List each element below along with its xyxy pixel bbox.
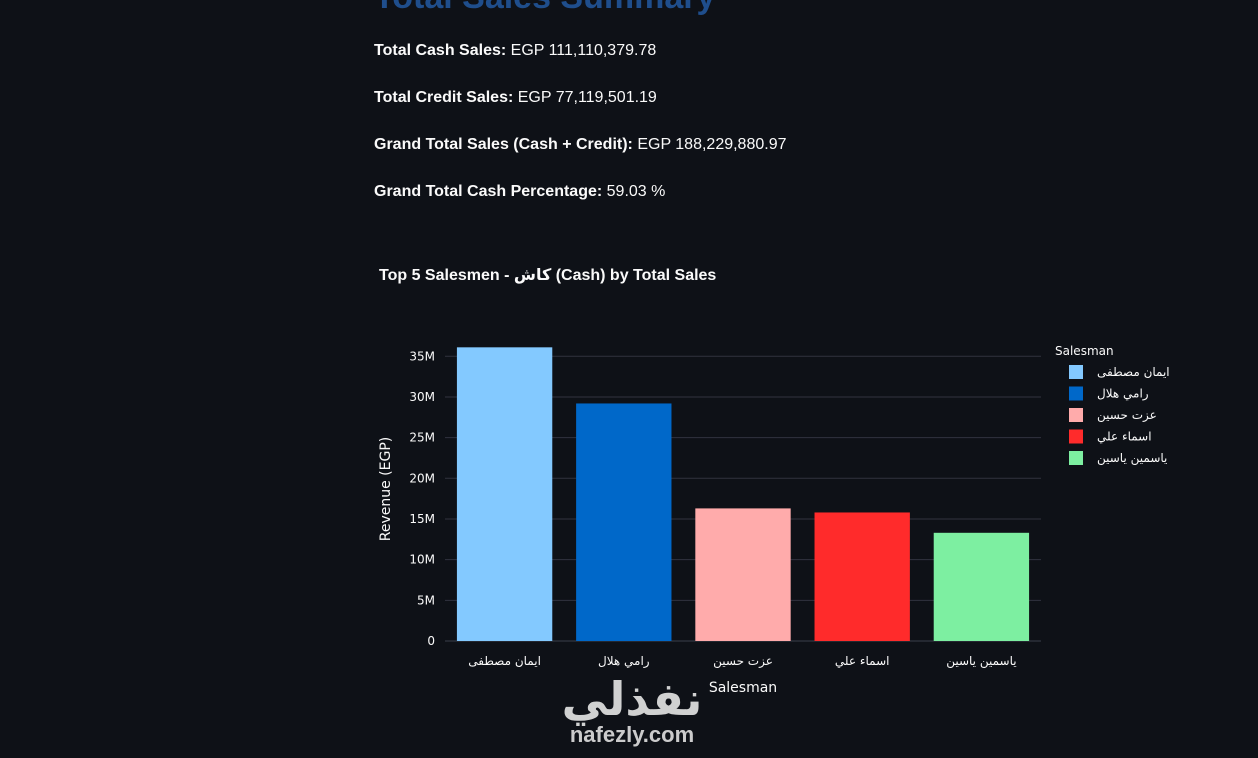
watermark-arabic: نفذلي <box>561 673 703 725</box>
chart-title: Top 5 Salesmen - كاش (Cash) by Total Sal… <box>379 267 717 284</box>
y-tick-label: 5M <box>417 593 435 607</box>
total-cash-sales-value: EGP 111,110,379.78 <box>510 42 657 59</box>
total-credit-sales-value: EGP 77,119,501.19 <box>517 89 657 106</box>
legend-swatch[interactable] <box>1069 408 1083 422</box>
y-tick-label: 0 <box>427 634 435 648</box>
x-axis-ticks: ايمان مصطفى رامي هلال عزت حسين اسماء علي ياس… <box>468 654 1016 669</box>
y-axis-title: Revenue (EGP) <box>378 437 394 541</box>
y-tick-label: 15M <box>409 512 435 526</box>
y-tick-label: 30M <box>409 390 435 404</box>
legend-swatch[interactable] <box>1069 386 1083 401</box>
bar[interactable] <box>814 512 910 641</box>
legend-entry-label[interactable]: اسماء علي <box>1097 430 1152 444</box>
x-tick-label: ايمان مصطفى <box>468 654 541 668</box>
legend-entry-label[interactable]: عزت حسين <box>1097 408 1157 423</box>
watermark-latin: nafezly.com <box>569 722 695 747</box>
bar[interactable] <box>933 532 1030 641</box>
total-credit-sales-line: Total Credit Sales: EGP 77,119,501.19 <box>374 89 657 107</box>
y-tick-label: 25M <box>409 431 435 445</box>
grand-total-sales-value: EGP 188,229,880.97 <box>637 136 787 153</box>
bar[interactable] <box>456 347 553 641</box>
x-tick-label: عزت حسين <box>713 654 773 669</box>
legend-swatch[interactable] <box>1069 429 1083 444</box>
legend-swatch[interactable] <box>1069 365 1083 379</box>
x-tick-label: اسماء علي <box>835 654 890 668</box>
cash-percentage-label: Grand Total Cash Percentage: <box>374 183 603 200</box>
total-credit-sales-label: Total Credit Sales: <box>374 89 514 106</box>
x-axis-title: Salesman <box>709 680 777 696</box>
grand-total-sales-label: Grand Total Sales (Cash + Credit): <box>374 136 633 153</box>
cash-percentage-value: 59.03 % <box>606 183 666 200</box>
y-tick-label: 35M <box>409 349 435 363</box>
section-heading: Total Sales Summary <box>374 0 715 17</box>
legend-swatch[interactable] <box>1069 451 1083 465</box>
cash-percentage-line: Grand Total Cash Percentage: 59.03 % <box>374 183 665 201</box>
legend-entry-label[interactable]: ايمان مصطفى <box>1097 365 1170 379</box>
x-tick-label: ياسمين ياسين <box>946 654 1016 669</box>
bar[interactable] <box>695 508 791 641</box>
y-axis-ticks: 0 5M 10M 15M 20M 25M 30M 35M <box>409 349 435 648</box>
legend-entry-label[interactable]: ياسمين ياسين <box>1097 451 1167 466</box>
x-tick-label: رامي هلال <box>598 654 650 669</box>
total-cash-sales-label: Total Cash Sales: <box>374 42 507 59</box>
legend-title: Salesman <box>1055 344 1114 358</box>
y-tick-label: 10M <box>409 553 435 567</box>
bar[interactable] <box>576 403 672 641</box>
total-cash-sales-line: Total Cash Sales: EGP 111,110,379.78 <box>374 42 656 60</box>
y-tick-label: 20M <box>409 471 435 485</box>
legend: ايمان مصطفى رامي هلال عزت حسين اسماء علي ياس… <box>1069 365 1170 466</box>
grand-total-sales-line: Grand Total Sales (Cash + Credit): EGP 1… <box>374 136 787 154</box>
watermark: نفذلي nafezly.com <box>552 676 712 748</box>
legend-entry-label[interactable]: رامي هلال <box>1097 387 1149 402</box>
bars <box>456 347 1030 641</box>
